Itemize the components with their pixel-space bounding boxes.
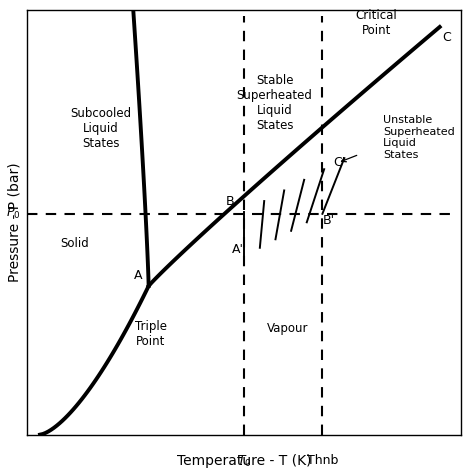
Text: Triple
Point: Triple Point: [135, 320, 167, 348]
Y-axis label: Pressure - P (bar): Pressure - P (bar): [8, 162, 21, 282]
Text: A: A: [134, 269, 142, 282]
Text: C: C: [442, 31, 451, 44]
Text: Solid: Solid: [60, 237, 89, 250]
Text: Vapour: Vapour: [267, 322, 309, 335]
Text: Stable
Superheated
Liquid
States: Stable Superheated Liquid States: [237, 75, 312, 133]
Text: Subcooled
Liquid
States: Subcooled Liquid States: [70, 107, 131, 151]
Text: C': C': [334, 156, 346, 170]
Text: B: B: [226, 195, 235, 208]
Text: Unstable
Superheated
Liquid
States: Unstable Superheated Liquid States: [383, 115, 455, 160]
Text: B': B': [323, 214, 335, 227]
Text: A': A': [232, 243, 244, 256]
Text: Critical
Point: Critical Point: [356, 9, 398, 37]
X-axis label: Temperature - T (K): Temperature - T (K): [177, 454, 311, 468]
Text: $P_0$: $P_0$: [6, 206, 20, 221]
Text: $T_0$: $T_0$: [237, 454, 252, 469]
Text: Thnb: Thnb: [307, 454, 338, 467]
